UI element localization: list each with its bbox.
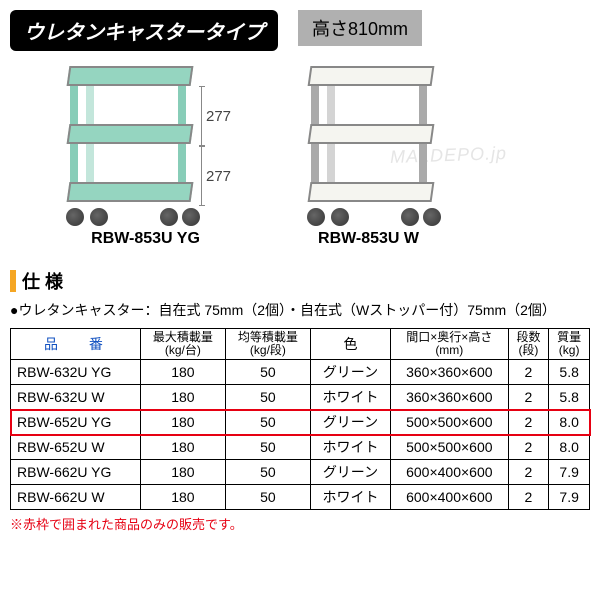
height-badge: 高さ810mm xyxy=(298,10,422,46)
cell-even: 50 xyxy=(225,485,310,510)
cell-model: RBW-632U W xyxy=(11,385,141,410)
cart-white-block: RBW-853U W xyxy=(301,66,436,248)
table-header-row: 品 番 最大積載量(kg/台) 均等積載量(kg/段) 色 間口×奥行×高さ(m… xyxy=(11,329,590,360)
cell-even: 50 xyxy=(225,385,310,410)
title-badge: ウレタンキャスタータイプ xyxy=(10,10,278,51)
spec-heading-text: 仕 様 xyxy=(22,268,63,294)
cell-color: グリーン xyxy=(310,410,390,435)
cell-color: グリーン xyxy=(310,460,390,485)
table-row: RBW-662U W18050ホワイト600×400×60027.9 xyxy=(11,485,590,510)
cell-max: 180 xyxy=(140,485,225,510)
cell-max: 180 xyxy=(140,460,225,485)
cell-color: ホワイト xyxy=(310,485,390,510)
cell-model: RBW-662U W xyxy=(11,485,141,510)
spec-note: ●ウレタンキャスター：自在式 75mm（2個）・自在式（Wストッパー付）75mm… xyxy=(10,300,590,320)
cell-shelves: 2 xyxy=(508,360,549,385)
spec-heading: 仕 様 xyxy=(10,268,590,294)
cell-mass: 7.9 xyxy=(549,460,590,485)
table-row: RBW-632U W18050ホワイト360×360×60025.8 xyxy=(11,385,590,410)
cell-mass: 8.0 xyxy=(549,410,590,435)
cell-model: RBW-662U YG xyxy=(11,460,141,485)
cell-dim: 600×400×600 xyxy=(391,460,509,485)
cell-color: ホワイト xyxy=(310,385,390,410)
footnote: ※赤枠で囲まれた商品のみの販売です。 xyxy=(10,514,590,533)
cell-mass: 7.9 xyxy=(549,485,590,510)
cell-shelves: 2 xyxy=(508,485,549,510)
cell-dim: 360×360×600 xyxy=(391,385,509,410)
cart-green-block: 277 277 RBW-853U YG xyxy=(60,66,231,248)
table-row: RBW-662U YG18050グリーン600×400×60027.9 xyxy=(11,460,590,485)
col-even-load: 均等積載量(kg/段) xyxy=(225,329,310,360)
cell-max: 180 xyxy=(140,410,225,435)
cell-even: 50 xyxy=(225,460,310,485)
cell-dim: 360×360×600 xyxy=(391,360,509,385)
cell-dim: 600×400×600 xyxy=(391,485,509,510)
cell-max: 180 xyxy=(140,435,225,460)
cell-shelves: 2 xyxy=(508,410,549,435)
spec-note-text: ●ウレタンキャスター：自在式 75mm（2個）・自在式（Wストッパー付）75mm… xyxy=(10,302,556,318)
dimension-labels: 277 277 xyxy=(201,86,231,206)
col-model: 品 番 xyxy=(11,329,141,360)
illustration-row: 277 277 RBW-853U YG RBW-853U W xyxy=(60,66,590,248)
col-max-load: 最大積載量(kg/台) xyxy=(140,329,225,360)
table-row: RBW-652U YG18050グリーン500×500×60028.0 xyxy=(11,410,590,435)
spec-table: 品 番 最大積載量(kg/台) 均等積載量(kg/段) 色 間口×奥行×高さ(m… xyxy=(10,328,590,510)
col-color: 色 xyxy=(310,329,390,360)
cell-shelves: 2 xyxy=(508,435,549,460)
cell-model: RBW-652U W xyxy=(11,435,141,460)
cell-shelves: 2 xyxy=(508,385,549,410)
cell-even: 50 xyxy=(225,435,310,460)
table-row: RBW-632U YG18050グリーン360×360×60025.8 xyxy=(11,360,590,385)
col-mass: 質量(kg) xyxy=(549,329,590,360)
cell-max: 180 xyxy=(140,360,225,385)
cell-shelves: 2 xyxy=(508,460,549,485)
cart-green xyxy=(60,66,195,226)
dim-lower: 277 xyxy=(201,146,231,206)
cell-model: RBW-652U YG xyxy=(11,410,141,435)
table-row: RBW-652U W18050ホワイト500×500×60028.0 xyxy=(11,435,590,460)
cart-white-label: RBW-853U W xyxy=(318,230,419,248)
cell-color: ホワイト xyxy=(310,435,390,460)
cell-mass: 5.8 xyxy=(549,385,590,410)
cell-mass: 5.8 xyxy=(549,360,590,385)
dim-upper: 277 xyxy=(201,86,231,146)
cart-white xyxy=(301,66,436,226)
cart-green-label: RBW-853U YG xyxy=(91,230,200,248)
cell-even: 50 xyxy=(225,360,310,385)
col-dimensions: 間口×奥行×高さ(mm) xyxy=(391,329,509,360)
cell-dim: 500×500×600 xyxy=(391,410,509,435)
header-row: ウレタンキャスタータイプ 高さ810mm xyxy=(10,10,590,51)
cell-color: グリーン xyxy=(310,360,390,385)
cell-even: 50 xyxy=(225,410,310,435)
col-shelves: 段数(段) xyxy=(508,329,549,360)
cell-dim: 500×500×600 xyxy=(391,435,509,460)
cell-max: 180 xyxy=(140,385,225,410)
cell-model: RBW-632U YG xyxy=(11,360,141,385)
cell-mass: 8.0 xyxy=(549,435,590,460)
spec-heading-bar xyxy=(10,270,16,292)
